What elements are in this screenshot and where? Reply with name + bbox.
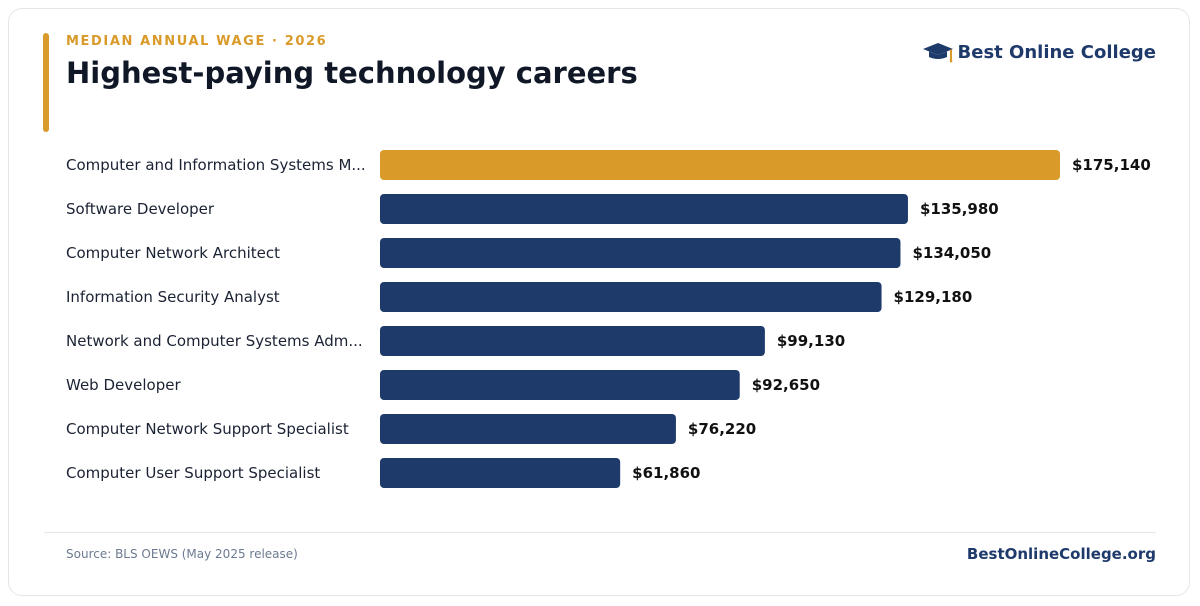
- category-label: Information Security Analyst: [66, 288, 280, 306]
- bar: [380, 326, 765, 356]
- category-label: Computer and Information Systems M...: [66, 156, 366, 174]
- value-label: $135,980: [920, 200, 999, 218]
- bar: [380, 370, 740, 400]
- category-label: Web Developer: [66, 376, 181, 394]
- category-label: Network and Computer Systems Adm...: [66, 332, 363, 350]
- brand-logo: Best Online College: [922, 40, 1156, 64]
- bar: [380, 238, 901, 268]
- bar: [380, 414, 676, 444]
- bar: [380, 282, 882, 312]
- value-label: $61,860: [632, 464, 700, 482]
- category-label: Computer Network Support Specialist: [66, 420, 349, 438]
- value-label: $134,050: [912, 244, 991, 262]
- source-note: Source: BLS OEWS (May 2025 release): [66, 547, 298, 561]
- bar: [380, 194, 908, 224]
- accent-bar: [43, 33, 49, 132]
- site-link[interactable]: BestOnlineCollege.org: [966, 545, 1156, 563]
- chart-title: Highest-paying technology careers: [66, 56, 638, 90]
- graduation-cap-icon: [922, 43, 953, 63]
- value-label: $175,140: [1072, 156, 1151, 174]
- category-label: Software Developer: [66, 200, 215, 218]
- bar: [380, 458, 621, 488]
- category-label: Computer User Support Specialist: [66, 464, 320, 482]
- chart-subtitle: MEDIAN ANNUAL WAGE · 2026: [66, 34, 328, 49]
- bar-highlight: [380, 150, 1060, 180]
- value-label: $99,130: [777, 332, 845, 350]
- footer-divider: [44, 532, 1156, 533]
- value-label: $92,650: [752, 376, 820, 394]
- value-label: $129,180: [894, 288, 973, 306]
- category-label: Computer Network Architect: [66, 244, 280, 262]
- value-label: $76,220: [688, 420, 756, 438]
- brand-name: Best Online College: [957, 41, 1156, 63]
